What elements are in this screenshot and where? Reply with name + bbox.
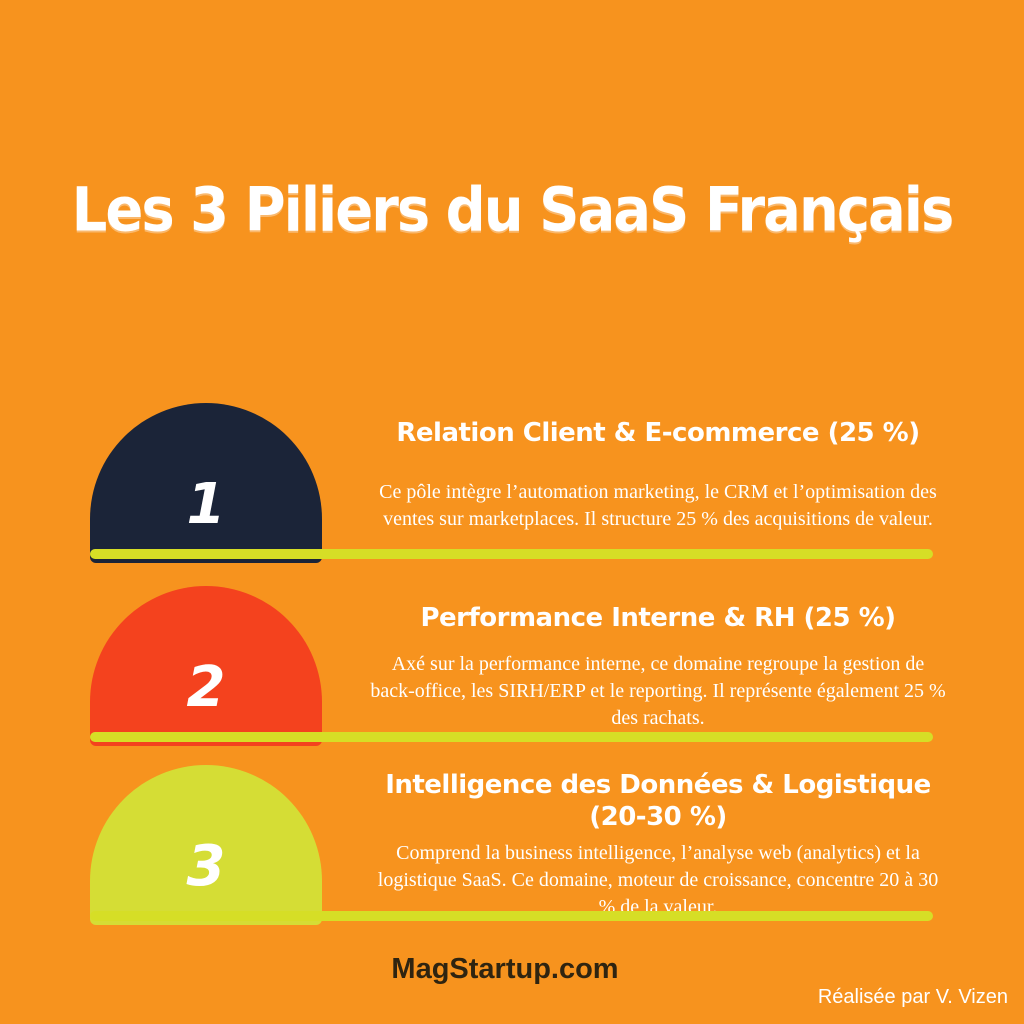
pillar-2-description: Axé sur la performance interne, ce domai… xyxy=(370,653,946,729)
pillar-2-number: 2 xyxy=(186,655,226,720)
pillar-1-number: 1 xyxy=(186,472,226,537)
pillar-section-1: 1 Relation Client & E-commerce (25 %) Ce… xyxy=(0,403,1024,573)
pillar-2-heading: Performance Interne & RH (25 %) xyxy=(420,603,896,633)
pillar-3-number: 3 xyxy=(186,834,226,899)
pillar-2-dome: 2 xyxy=(90,586,322,746)
pillar-section-3: 3 Intelligence des Données & Logistique … xyxy=(0,765,1024,935)
page-title: Les 3 Piliers du SaaS Français xyxy=(71,175,955,246)
pillar-1-description: Ce pôle intègre l’automation marketing, … xyxy=(379,481,937,530)
pillar-1-dome: 1 xyxy=(90,403,322,563)
pillar-3-description: Comprend la business intelligence, l’ana… xyxy=(377,842,939,918)
pillar-1-text-block: Relation Client & E-commerce (25 %) Ce p… xyxy=(368,403,948,533)
pillar-1-underline-bar xyxy=(90,549,933,559)
pillar-section-2: 2 Performance Interne & RH (25 %) Axé su… xyxy=(0,586,1024,756)
site-name: MagStartup.com xyxy=(391,953,619,985)
pillar-1-heading: Relation Client & E-commerce (25 %) xyxy=(396,418,920,448)
pillar-2-underline-bar xyxy=(90,732,933,742)
credit-text: Réalisée par V. Vizen xyxy=(817,986,1008,1008)
pillar-2-text-block: Performance Interne & RH (25 %) Axé sur … xyxy=(368,586,948,732)
pillar-3-text-block: Intelligence des Données & Logistique (2… xyxy=(368,765,948,921)
pillar-3-dome: 3 xyxy=(90,765,322,925)
pillar-3-heading: Intelligence des Données & Logistique (2… xyxy=(385,770,931,832)
pillar-3-underline-bar xyxy=(90,911,933,921)
